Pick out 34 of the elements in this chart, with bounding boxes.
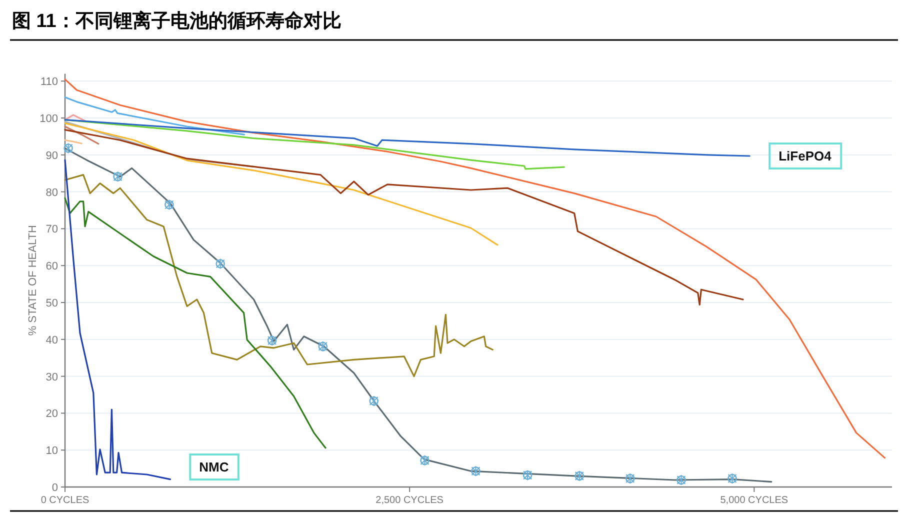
text: LiFePO4 — [778, 148, 832, 164]
y-tick-label: 110 — [40, 76, 58, 88]
line-series — [64, 119, 750, 157]
y-tick-label: 10 — [46, 445, 58, 458]
y-tick-label: 100 — [40, 113, 58, 125]
line-series — [64, 129, 744, 306]
y-axis-title: % STATE OF HEALTH — [27, 224, 39, 336]
y-tick-label: 50 — [46, 298, 58, 310]
text: NMC — [199, 460, 230, 474]
y-tick-label: 80 — [46, 186, 58, 199]
y-tick-label: 40 — [46, 334, 58, 346]
y-tick-label: 30 — [46, 371, 58, 384]
chart-title: 图 11：不同锂离子电池的循环寿命对比 — [12, 10, 342, 32]
line-series — [64, 197, 326, 449]
line-series — [64, 174, 494, 378]
line-series — [64, 119, 565, 170]
line-series — [64, 96, 245, 136]
line-series — [64, 159, 171, 480]
point — [625, 472, 635, 484]
point — [64, 142, 73, 154]
y-tick-label: 70 — [46, 224, 58, 236]
y-tick-label: 20 — [46, 408, 58, 420]
line-series — [64, 122, 498, 246]
y-tick-label: 60 — [46, 260, 58, 273]
x-tick-label: 5,000 CYCLES — [720, 495, 788, 506]
x-tick-label: 0 CYCLES — [40, 495, 90, 506]
point — [522, 470, 532, 481]
line-series — [64, 78, 886, 459]
x-tick-label: 2,500 CYCLES — [376, 495, 444, 506]
point — [471, 466, 480, 477]
point — [676, 474, 686, 486]
y-tick-label: 90 — [46, 150, 58, 162]
y-tick-label: 0 — [52, 482, 58, 494]
point — [574, 470, 584, 482]
